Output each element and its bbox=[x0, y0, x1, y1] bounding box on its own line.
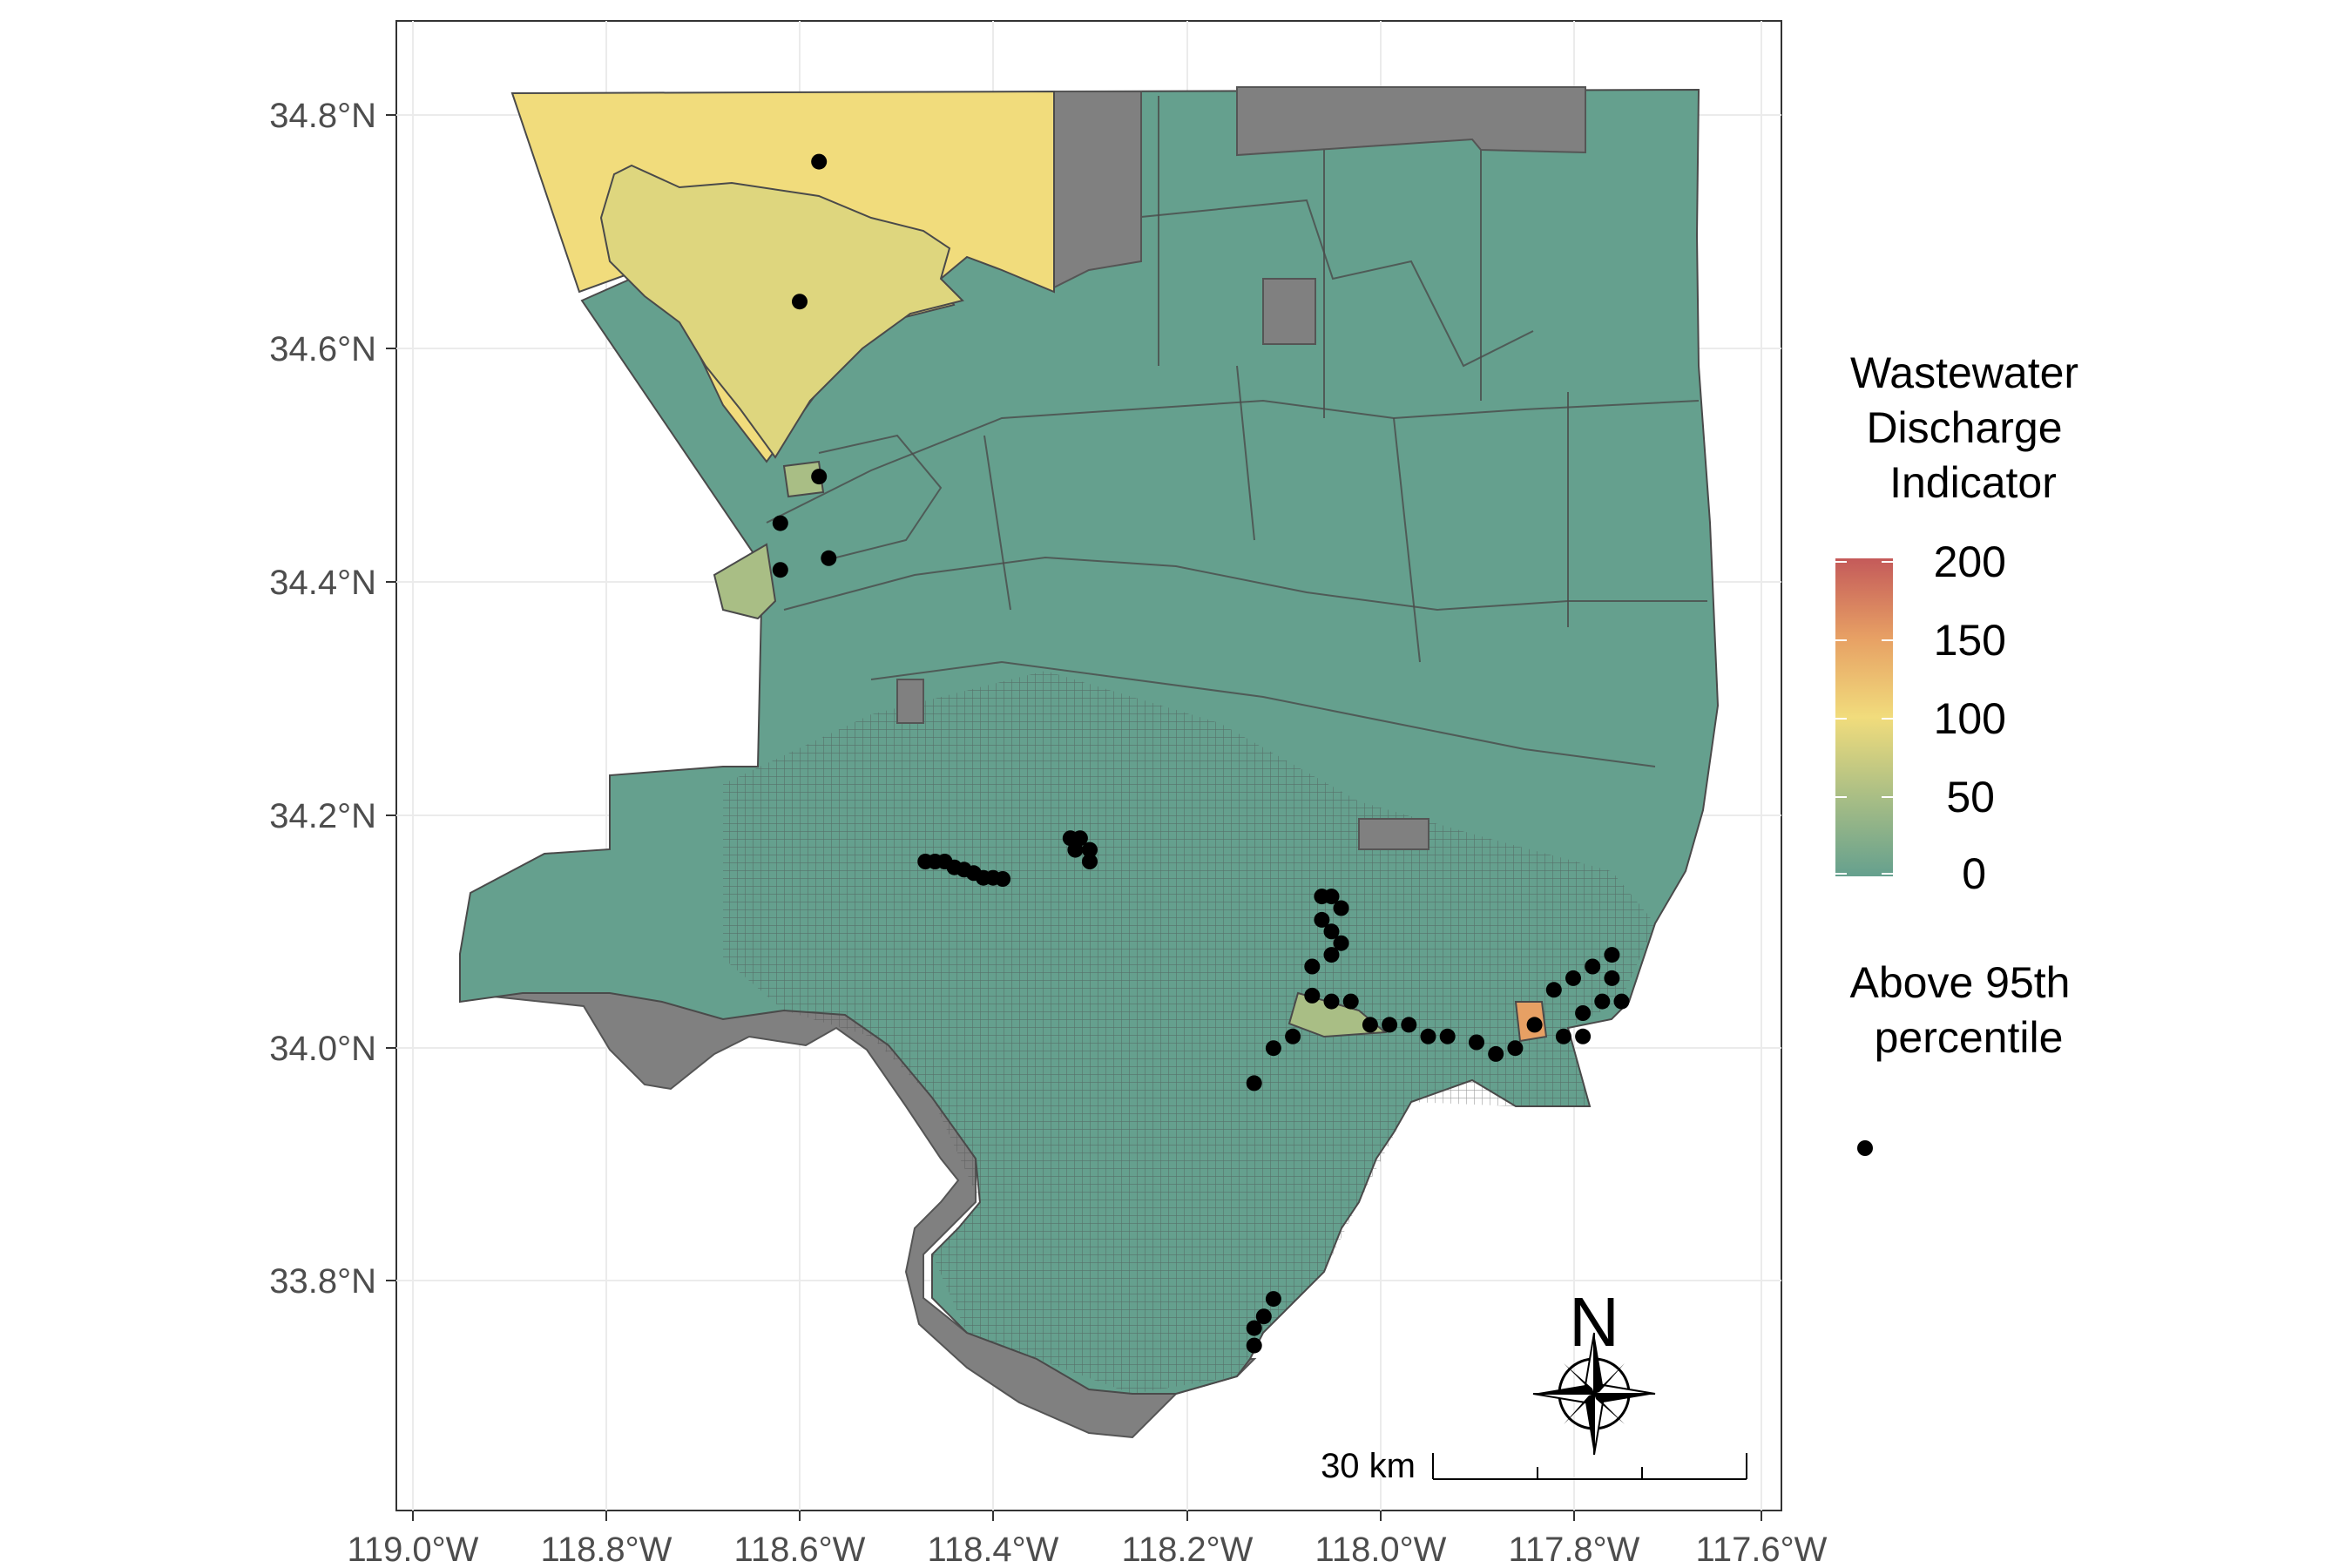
y-tick-label: 34.4°N bbox=[269, 564, 376, 602]
y-tick-label: 34.6°N bbox=[269, 330, 376, 368]
scale-bar: 30 km bbox=[1321, 1447, 1747, 1485]
compass-rose-icon bbox=[1532, 1332, 1656, 1456]
percentile-point bbox=[1323, 923, 1340, 940]
point-legend-title-line-1: Above 95th bbox=[1850, 958, 2071, 1007]
percentile-point bbox=[1082, 841, 1098, 858]
fill-legend-label: 100 bbox=[1934, 694, 2006, 743]
scale-bar-label: 30 km bbox=[1321, 1447, 1416, 1485]
percentile-point bbox=[772, 562, 788, 578]
percentile-point bbox=[811, 153, 828, 170]
x-tick-label: 118.2°W bbox=[1122, 1531, 1254, 1568]
percentile-point bbox=[1246, 1075, 1262, 1092]
percentile-point bbox=[1255, 1308, 1272, 1325]
percentile-point bbox=[1439, 1028, 1456, 1044]
percentile-point bbox=[1613, 993, 1630, 1010]
fill-legend: Wastewater Discharge Indicator 200 150 1… bbox=[1835, 348, 2078, 898]
percentile-point bbox=[1067, 841, 1084, 858]
fill-legend-label: 200 bbox=[1934, 537, 2006, 586]
urban-tracts-texture bbox=[723, 671, 1655, 1394]
x-tick-label: 118.6°W bbox=[734, 1531, 866, 1568]
percentile-point bbox=[1323, 947, 1340, 963]
point-legend-key bbox=[1857, 1140, 1873, 1156]
points-layer bbox=[772, 153, 1630, 1354]
mid-indicator-patch-2 bbox=[782, 460, 825, 498]
y-tick-label: 34.0°N bbox=[269, 1030, 376, 1068]
point-legend-title-line-2: percentile bbox=[1875, 1013, 2064, 1062]
percentile-point bbox=[995, 871, 1011, 887]
x-tick-label: 119.0°W bbox=[348, 1531, 479, 1568]
tract-boundaries bbox=[766, 96, 1707, 767]
x-tick-label: 117.8°W bbox=[1509, 1531, 1640, 1568]
percentile-point bbox=[1575, 1005, 1592, 1021]
fill-legend-title-line-1: Wastewater bbox=[1850, 348, 2078, 397]
color-scale-bar bbox=[1835, 558, 1893, 876]
percentile-point bbox=[1545, 982, 1562, 998]
percentile-point bbox=[1594, 993, 1611, 1010]
north-arrow: N bbox=[1532, 1283, 1656, 1456]
percentile-point bbox=[1314, 911, 1330, 928]
percentile-point bbox=[1342, 993, 1359, 1010]
x-tick-label: 118.8°W bbox=[541, 1531, 672, 1568]
percentile-point bbox=[1246, 1320, 1262, 1336]
northern-missing-areas bbox=[896, 86, 1586, 850]
percentile-point bbox=[1362, 1017, 1378, 1033]
percentile-point bbox=[1507, 1040, 1524, 1057]
x-tick-label: 117.6°W bbox=[1696, 1531, 1828, 1568]
fill-legend-label: 0 bbox=[1962, 849, 1986, 898]
point-legend: Above 95th percentile bbox=[1850, 958, 2071, 1156]
percentile-point bbox=[821, 550, 837, 566]
percentile-point bbox=[1401, 1017, 1417, 1033]
percentile-point bbox=[1246, 1337, 1262, 1354]
percentile-point bbox=[1604, 947, 1620, 963]
percentile-point bbox=[1555, 1028, 1571, 1044]
y-tick-label: 34.8°N bbox=[269, 97, 376, 135]
percentile-point bbox=[772, 515, 788, 531]
y-axis: 34.8°N 34.6°N 34.4°N 34.2°N 34.0°N 33.8°… bbox=[269, 97, 396, 1301]
y-tick-label: 34.2°N bbox=[269, 797, 376, 835]
percentile-point bbox=[1304, 987, 1321, 1004]
percentile-point bbox=[1420, 1028, 1436, 1044]
x-tick-label: 118.0°W bbox=[1315, 1531, 1447, 1568]
percentile-point bbox=[811, 469, 828, 485]
fill-legend-label: 150 bbox=[1934, 616, 2006, 665]
x-tick-label: 118.4°W bbox=[928, 1531, 1059, 1568]
y-tick-label: 33.8°N bbox=[269, 1262, 376, 1301]
x-axis: 119.0°W 118.8°W 118.6°W 118.4°W 118.2°W … bbox=[348, 1511, 1828, 1568]
percentile-point bbox=[1304, 958, 1321, 975]
percentile-point bbox=[1469, 1034, 1484, 1051]
percentile-point bbox=[1265, 1040, 1281, 1057]
percentile-point bbox=[1488, 1045, 1504, 1062]
percentile-point bbox=[1382, 1017, 1398, 1033]
percentile-point bbox=[1585, 958, 1601, 975]
percentile-point bbox=[1333, 900, 1349, 916]
percentile-point bbox=[1333, 935, 1349, 951]
percentile-point bbox=[1323, 889, 1340, 905]
percentile-point bbox=[1604, 970, 1620, 986]
percentile-point bbox=[1575, 1028, 1592, 1044]
percentile-point bbox=[1565, 970, 1581, 986]
fill-legend-label: 50 bbox=[1946, 773, 1995, 821]
percentile-point bbox=[792, 294, 808, 310]
percentile-point bbox=[1265, 1291, 1281, 1308]
fill-legend-title-line-3: Indicator bbox=[1889, 458, 2057, 507]
fill-legend-title-line-2: Discharge bbox=[1866, 403, 2062, 452]
percentile-point bbox=[1526, 1017, 1543, 1033]
percentile-point bbox=[1082, 854, 1098, 869]
mid-indicator-area-north bbox=[599, 164, 964, 459]
mid-indicator-patch-1 bbox=[713, 543, 777, 620]
percentile-point bbox=[1285, 1028, 1301, 1044]
percentile-point bbox=[1323, 993, 1340, 1010]
